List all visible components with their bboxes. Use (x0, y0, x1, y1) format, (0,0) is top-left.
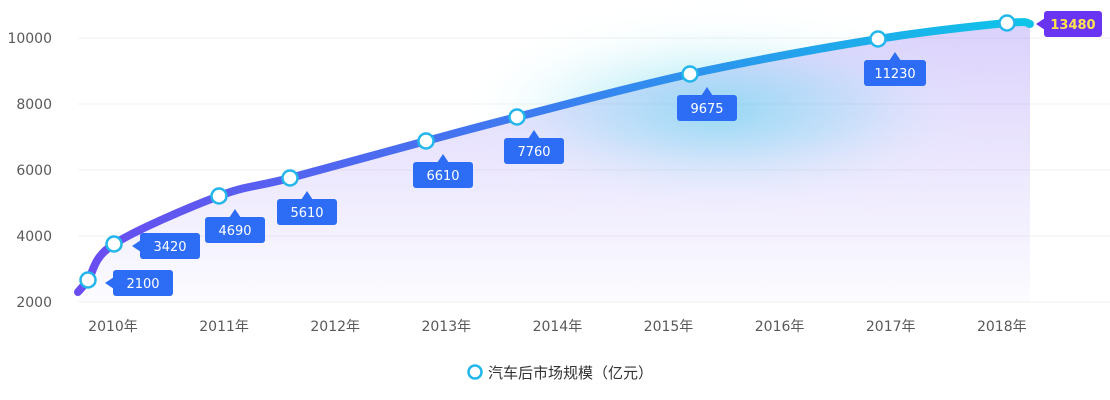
data-label: 9675 (677, 87, 737, 121)
data-label: 6610 (413, 154, 473, 188)
x-tick-label: 2016年 (755, 319, 805, 335)
data-point[interactable] (79, 271, 97, 289)
data-label-text: 9675 (690, 102, 723, 117)
data-label-pointer (301, 191, 313, 200)
x-tick-label: 2010年 (88, 319, 138, 335)
data-label-text: 5610 (290, 206, 323, 221)
data-point[interactable] (417, 132, 435, 150)
data-label: 3420 (132, 233, 200, 259)
data-label-pointer (229, 209, 241, 218)
y-tick-label: 6000 (16, 163, 52, 179)
data-label: 13480 (1036, 11, 1102, 37)
data-label-box (413, 162, 473, 188)
legend[interactable]: 汽车后市场规模（亿元） (467, 364, 654, 382)
data-label-pointer (1036, 18, 1045, 30)
legend-label: 汽车后市场规模（亿元） (488, 364, 653, 382)
legend-marker (467, 364, 483, 380)
data-label-box (205, 217, 265, 243)
data-label-box (277, 199, 337, 225)
data-label-box (140, 233, 200, 259)
data-point[interactable] (508, 108, 526, 126)
x-tick-label: 2014年 (533, 319, 583, 335)
data-label-pointer (889, 52, 901, 61)
x-tick-label: 2013年 (421, 319, 471, 335)
x-tick-label: 2015年 (644, 319, 694, 335)
data-point[interactable] (210, 187, 228, 205)
data-label-text: 4690 (218, 224, 251, 239)
data-label: 5610 (277, 191, 337, 225)
data-label-text: 3420 (153, 240, 186, 255)
y-axis: 2000 4000 6000 8000 10000 (7, 31, 52, 311)
x-axis: 2010年 2011年 2012年 2013年 2014年 2015年 2016年 2017年… (88, 319, 1026, 335)
data-label: 7760 (504, 130, 564, 164)
data-label: 11230 (864, 52, 926, 86)
data-label-box (864, 60, 926, 86)
data-label-pointer (528, 130, 540, 139)
data-label-pointer (132, 240, 141, 252)
x-tick-label: 2017年 (866, 319, 916, 335)
data-point[interactable] (681, 65, 699, 83)
x-tick-label: 2012年 (310, 319, 360, 335)
data-labels: 2100 3420 4690 5610 6610 7760 9675 11230 13480 (105, 11, 1102, 296)
data-label-pointer (701, 87, 713, 96)
data-point[interactable] (998, 14, 1016, 32)
y-tick-label: 8000 (16, 97, 52, 113)
data-label-box (113, 270, 173, 296)
y-tick-label: 2000 (16, 295, 52, 311)
x-tick-label: 2011年 (199, 319, 249, 335)
data-point[interactable] (105, 235, 123, 253)
y-tick-label: 4000 (16, 229, 52, 245)
data-label-pointer (105, 277, 114, 289)
data-label: 2100 (105, 270, 173, 296)
data-label-text: 7760 (517, 145, 550, 160)
data-label-text: 6610 (426, 169, 459, 184)
data-label-box (677, 95, 737, 121)
y-tick-label: 10000 (7, 31, 52, 47)
data-label-text: 11230 (874, 67, 915, 82)
data-label-pointer (437, 154, 449, 163)
data-point[interactable] (281, 169, 299, 187)
data-label-box (1044, 11, 1102, 37)
x-tick-label: 2018年 (977, 319, 1027, 335)
data-markers (79, 14, 1016, 289)
data-label-box (504, 138, 564, 164)
data-label-text: 13480 (1050, 18, 1095, 33)
data-label-text: 2100 (126, 277, 159, 292)
data-label: 4690 (205, 209, 265, 243)
data-point[interactable] (869, 30, 887, 48)
